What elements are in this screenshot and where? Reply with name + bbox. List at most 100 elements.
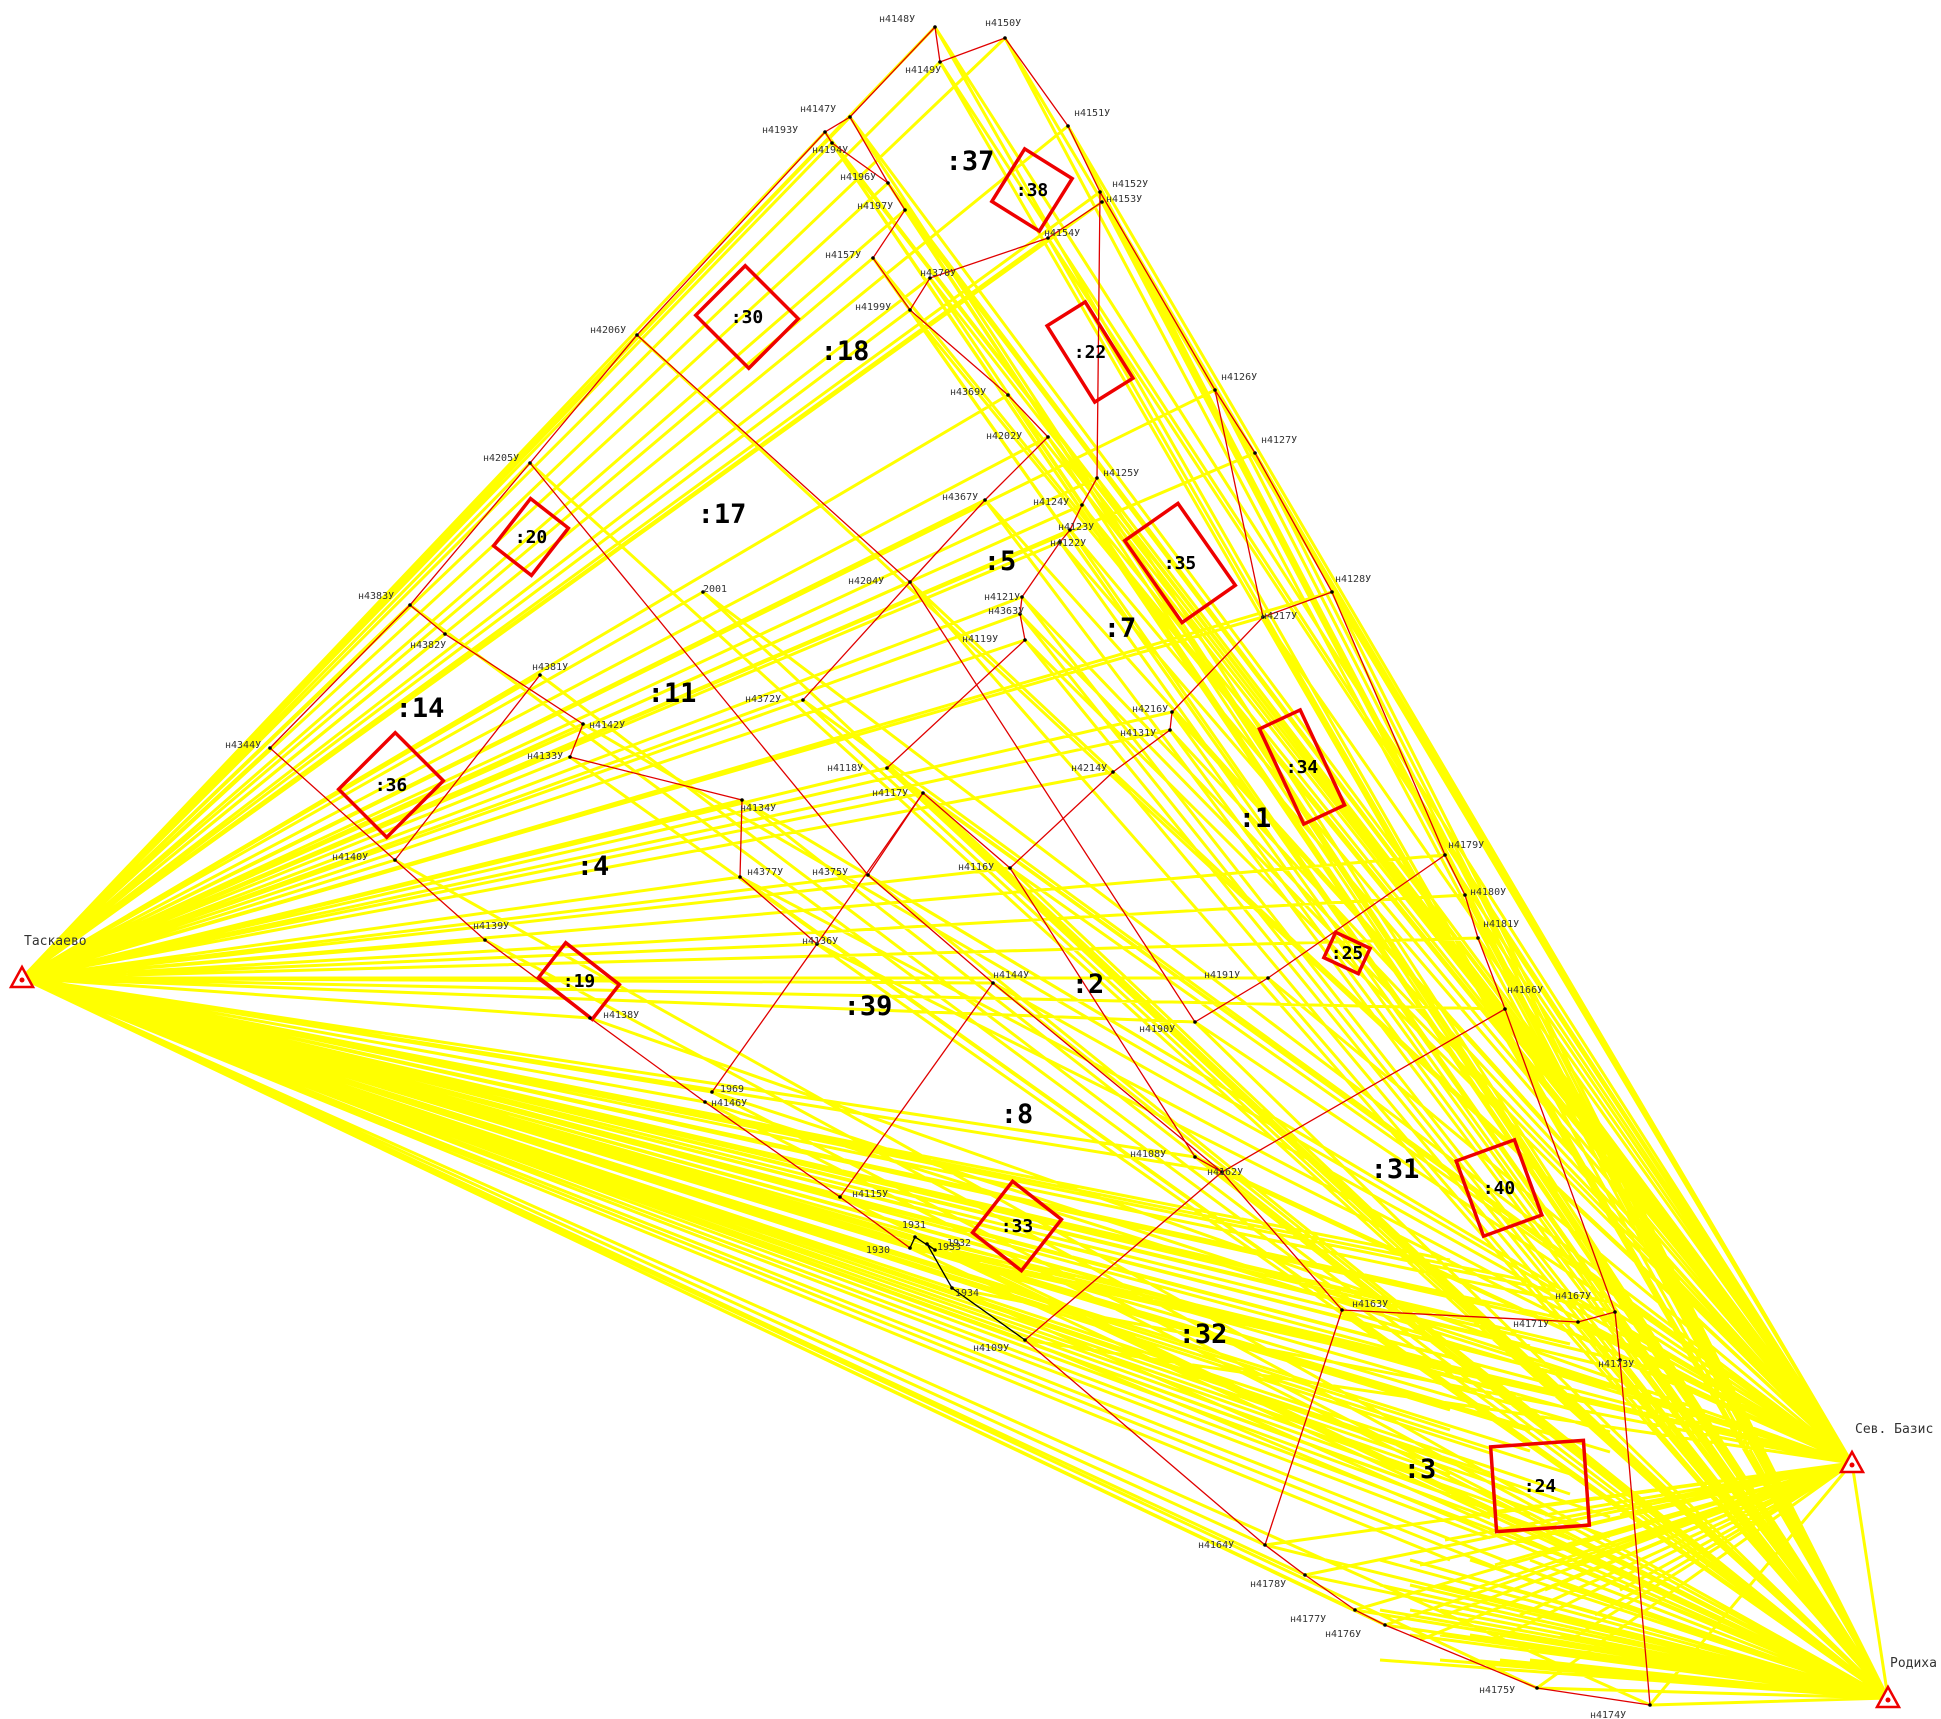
boundary-point xyxy=(1340,1308,1344,1312)
building-frame xyxy=(1257,707,1347,827)
boundary-point xyxy=(1058,540,1062,544)
point-label: н4217У xyxy=(1261,611,1297,622)
parcel-label: :8 xyxy=(1001,1099,1034,1130)
point-label: н4171У xyxy=(1513,1319,1549,1330)
boundary-point xyxy=(1535,1686,1539,1690)
boundary-line xyxy=(802,309,1049,701)
point-label: н4118У xyxy=(827,763,863,774)
building-outline xyxy=(1321,929,1373,977)
point-label: н4119У xyxy=(962,634,998,645)
point-label: н4122У xyxy=(1050,538,1086,549)
boundary-point xyxy=(933,25,937,29)
boundary-point xyxy=(588,1016,592,1020)
building-outline xyxy=(1122,500,1238,626)
point-label: н4375У xyxy=(812,867,848,878)
building-frame xyxy=(1488,1438,1592,1534)
boundary-point xyxy=(871,256,875,260)
point-label: н4193У xyxy=(762,125,798,136)
point-label: н4127У xyxy=(1261,435,1297,446)
point-label: н4163У xyxy=(1352,1299,1388,1310)
building-outline xyxy=(1257,707,1347,827)
boundary-point xyxy=(908,1246,912,1250)
boundary-point xyxy=(1503,1007,1507,1011)
boundary-point xyxy=(701,590,705,594)
boundary-point xyxy=(950,1286,954,1290)
boundary-point xyxy=(1618,1358,1622,1362)
point-label: н4136У xyxy=(802,936,838,947)
boundary-point xyxy=(1098,190,1102,194)
boundary-line xyxy=(529,462,1223,1173)
parcel-label: :14 xyxy=(396,693,445,724)
point-label: н4176У xyxy=(1325,1629,1361,1640)
point-label: 1930 xyxy=(866,1245,890,1256)
boundary-point xyxy=(1020,595,1024,599)
boundary-point xyxy=(483,938,487,942)
point-label: н4144У xyxy=(993,970,1029,981)
point-label: н4190У xyxy=(1139,1024,1175,1035)
boundary-point xyxy=(983,498,987,502)
boundary-point xyxy=(740,798,744,802)
boundary-point xyxy=(1383,1623,1387,1627)
point-label: н4216У xyxy=(1132,704,1168,715)
boundary-line xyxy=(394,674,541,861)
station-triangle-icon xyxy=(1838,1449,1866,1474)
boundary-point xyxy=(1095,476,1099,480)
boundary-point xyxy=(848,115,852,119)
point-label: н4204У xyxy=(848,576,884,587)
point-label: н4381У xyxy=(532,662,568,673)
boundary-point xyxy=(1266,976,1270,980)
point-label: н4197У xyxy=(857,201,893,212)
point-label: н4162У xyxy=(1207,1167,1243,1178)
point-label: н4206У xyxy=(590,325,626,336)
boundary-point xyxy=(1613,1310,1617,1314)
boundary-point xyxy=(1046,236,1050,240)
building-frame xyxy=(491,496,571,578)
building-frame xyxy=(989,146,1075,234)
parcel-label: :17 xyxy=(698,499,747,530)
parcel-label: :3 xyxy=(1404,1454,1437,1485)
point-label: 1931 xyxy=(902,1220,926,1231)
point-label: н4121У xyxy=(984,592,1020,603)
building-label: :24 xyxy=(1524,1476,1557,1497)
parcel-label: :31 xyxy=(1371,1154,1420,1185)
boundary-point xyxy=(928,276,932,280)
point-label: н4123У xyxy=(1058,522,1094,533)
building-label: :25 xyxy=(1331,943,1364,964)
point-label: н4131У xyxy=(1120,728,1156,739)
boundary-line-black xyxy=(909,1236,1026,1341)
point-label: н4180У xyxy=(1470,887,1506,898)
point-label: н4150У xyxy=(985,18,1021,29)
station-triangle-icon xyxy=(1874,1684,1902,1709)
point-label: н4116У xyxy=(958,862,994,873)
building-outline xyxy=(693,263,801,371)
point-label: н4175У xyxy=(1479,1685,1515,1696)
building-label: :36 xyxy=(375,775,408,796)
boundary-point xyxy=(908,580,912,584)
boundary-point xyxy=(1330,590,1334,594)
point-label: н4126У xyxy=(1221,372,1257,383)
boundary-point xyxy=(938,60,942,64)
point-label: н4166У xyxy=(1507,985,1543,996)
boundary-point xyxy=(933,1248,937,1252)
station-taskaevo: Таскаево xyxy=(8,934,87,989)
boundary-line xyxy=(1264,1309,1343,1546)
ray-bundle xyxy=(20,25,1890,1707)
point-label: н4363У xyxy=(988,606,1024,617)
point-label: 1934 xyxy=(955,1288,979,1299)
building-frame xyxy=(336,730,446,840)
point-label: н4117У xyxy=(872,788,908,799)
boundary-point xyxy=(886,181,890,185)
boundary-point xyxy=(925,1242,929,1246)
point-label: н4164У xyxy=(1198,1540,1234,1551)
building-label: :33 xyxy=(1001,1216,1034,1237)
parcel-labels: :38:30:22:20:35:36:34:25:19:40:33:24:37:… xyxy=(375,146,1557,1497)
point-label: н4125У xyxy=(1103,468,1139,479)
boundary-point xyxy=(1006,393,1010,397)
point-label: н4139У xyxy=(473,921,509,932)
point-label: н4167У xyxy=(1555,1291,1591,1302)
station-triangle-icon xyxy=(8,964,36,989)
boundary-point xyxy=(815,942,819,946)
station-center-icon xyxy=(1849,1462,1855,1468)
boundary-point xyxy=(1193,1155,1197,1159)
boundary-point xyxy=(1023,1338,1027,1342)
